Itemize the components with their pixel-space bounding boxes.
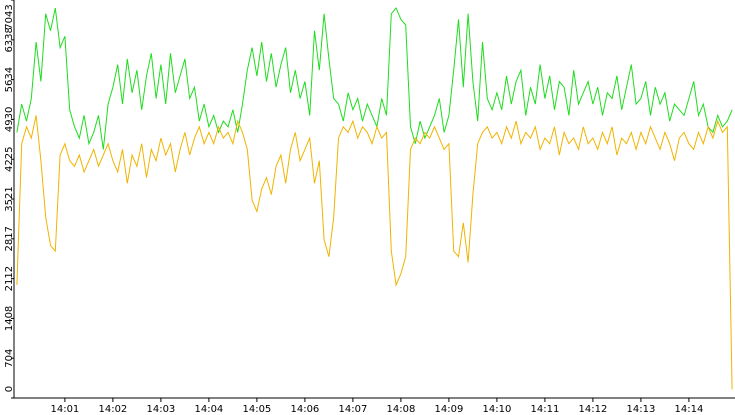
y-tick-label: 6338 — [4, 27, 15, 52]
x-tick-label: 14:02 — [98, 404, 127, 415]
x-tick-label: 14:08 — [386, 404, 415, 415]
y-tick-label: 1408 — [4, 306, 15, 331]
x-tick-label: 14:01 — [50, 404, 79, 415]
series-line — [16, 115, 733, 390]
x-tick-label: 14:03 — [146, 404, 175, 415]
x-tick-label: 14:11 — [530, 404, 559, 415]
x-tick-label: 14:07 — [338, 404, 367, 415]
x-tick-label: 14:13 — [627, 404, 656, 415]
x-tick-label: 14:06 — [290, 404, 319, 415]
y-tick-label: 7043 — [4, 4, 15, 29]
x-tick-label: 14:09 — [434, 404, 463, 415]
y-tick-label: 2817 — [4, 226, 15, 251]
x-tick-label: 14:04 — [194, 404, 223, 415]
x-tick-label: 14:10 — [482, 404, 511, 415]
y-tick-label: 4930 — [4, 107, 15, 132]
series-line — [16, 7, 733, 150]
x-tick-label: 14:14 — [675, 404, 704, 415]
y-tick-label: 5634 — [4, 67, 15, 92]
y-tick-label: 0 — [4, 386, 15, 392]
y-tick-label: 2112 — [4, 266, 15, 291]
y-tick-label: 3521 — [4, 186, 15, 211]
y-tick-label: 4225 — [4, 147, 15, 172]
x-tick-label: 14:05 — [242, 404, 271, 415]
y-tick-label: 704 — [4, 349, 15, 368]
x-tick-label: 14:12 — [578, 404, 607, 415]
